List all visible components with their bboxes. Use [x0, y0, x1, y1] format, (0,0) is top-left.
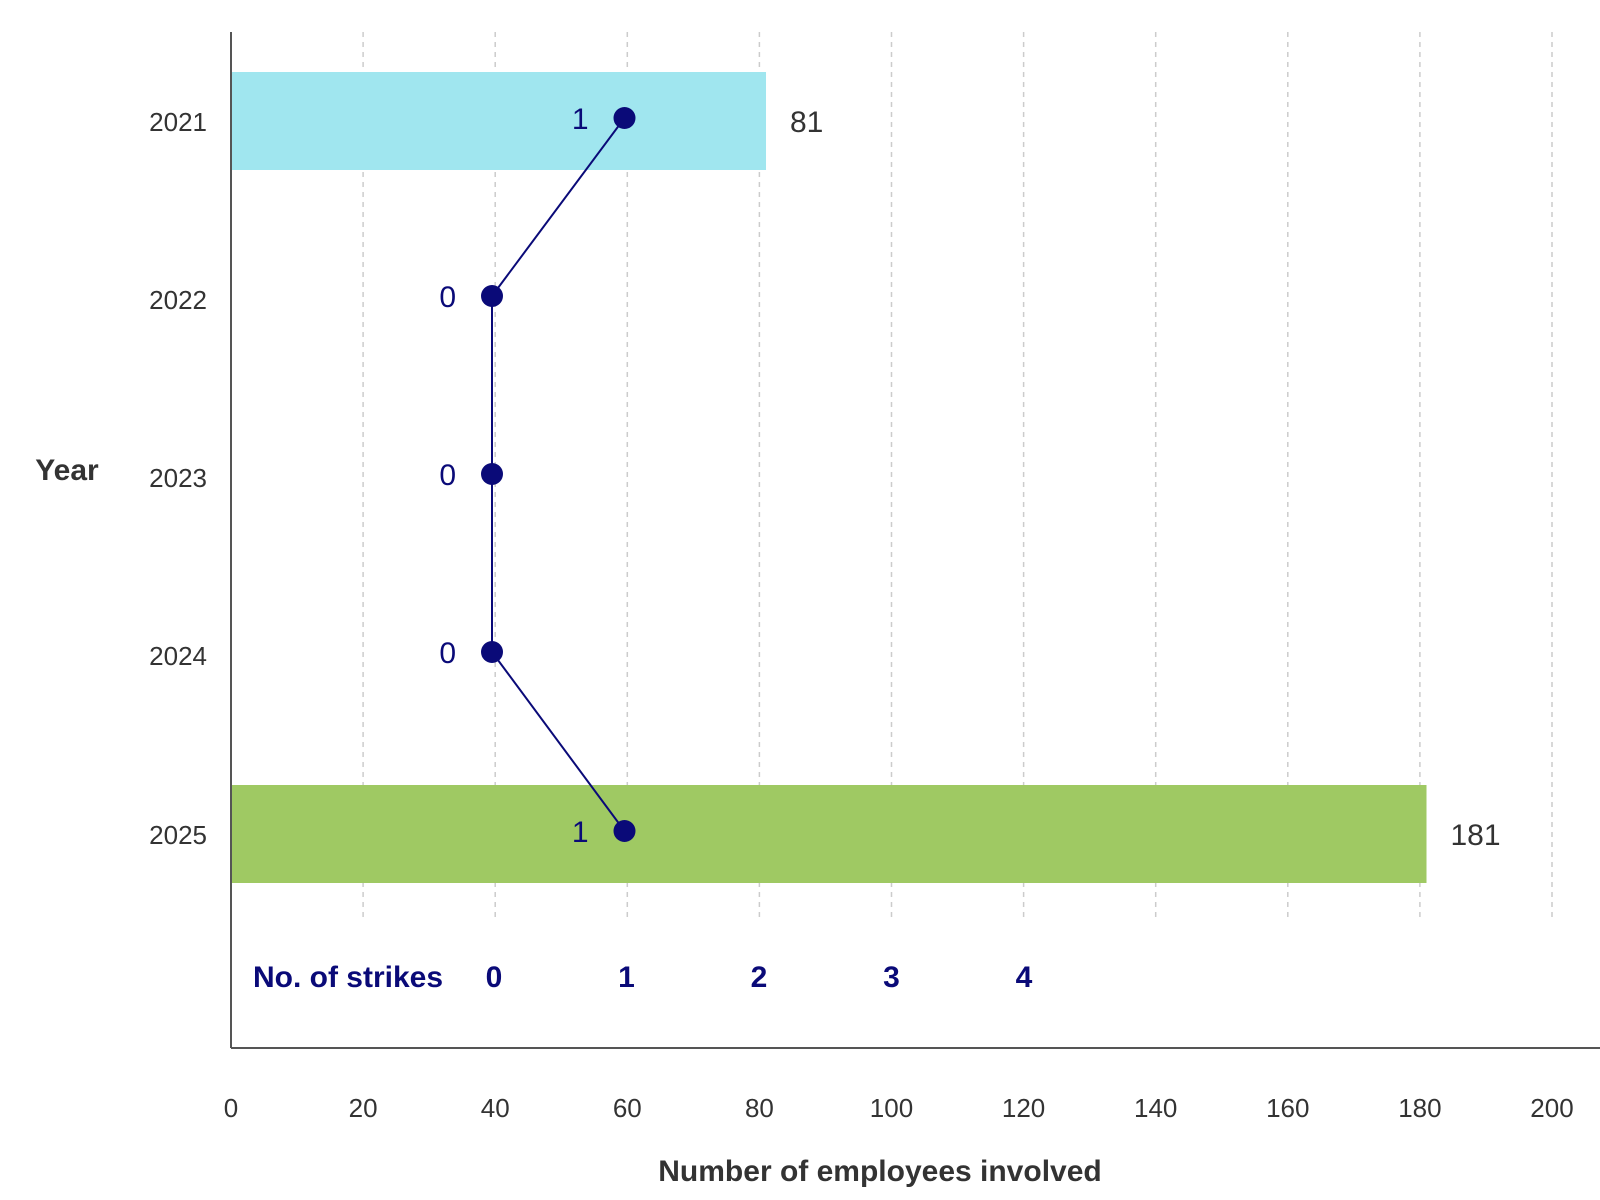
y-tick-label: 2022: [149, 285, 207, 315]
x-tick-label: 180: [1398, 1093, 1441, 1123]
strike-point: [613, 107, 636, 129]
strike-secondary-axis: No. of strikes 0 1 2 3 4: [253, 961, 1033, 994]
strike-value-label: 1: [572, 103, 589, 136]
x-tick-label: 80: [745, 1093, 774, 1123]
y-tick-label: 2025: [149, 820, 207, 850]
y-axis-title: Year: [35, 454, 99, 487]
x-tick-labels: 0 20 40 60 80 100 120 140 160 180 200: [224, 1093, 1574, 1123]
strike-axis-tick: 0: [486, 961, 503, 994]
bar-value-label: 81: [790, 106, 823, 139]
strike-axis-tick: 4: [1016, 961, 1033, 994]
strike-line: [491, 117, 626, 832]
strike-axis-tick: 1: [618, 961, 635, 994]
strike-point: [481, 285, 503, 307]
strike-axis-tick: 3: [883, 961, 900, 994]
employee-bars: [231, 72, 1427, 883]
y-tick-label: 2023: [149, 463, 207, 493]
x-tick-label: 40: [481, 1093, 510, 1123]
y-tick-labels: 2021 2022 2023 2024 2025: [149, 107, 207, 850]
x-tick-label: 20: [349, 1093, 378, 1123]
x-tick-label: 100: [870, 1093, 913, 1123]
x-tick-label: 120: [1002, 1093, 1045, 1123]
bar-value-label: 181: [1451, 819, 1501, 852]
x-tick-label: 140: [1134, 1093, 1177, 1123]
strike-point: [481, 463, 503, 485]
strike-axis-title: No. of strikes: [253, 961, 443, 994]
strike-value-label: 0: [439, 637, 456, 670]
bar-value-labels: 81 181: [790, 106, 1501, 852]
axes: [230, 32, 1600, 1049]
strike-point: [481, 641, 503, 663]
strike-value-label: 0: [439, 281, 456, 314]
vertical-gridlines: [362, 32, 1553, 922]
y-tick-label: 2021: [149, 107, 207, 137]
strike-point: [613, 820, 636, 842]
x-tick-label: 0: [224, 1093, 238, 1123]
x-tick-label: 200: [1530, 1093, 1573, 1123]
bar-2025: [231, 785, 1427, 883]
strike-line-series: 1 0 0 0 1: [439, 103, 636, 849]
strike-value-label: 0: [439, 459, 456, 492]
x-tick-label: 60: [613, 1093, 642, 1123]
y-tick-label: 2024: [149, 641, 207, 671]
x-tick-label: 160: [1266, 1093, 1309, 1123]
x-axis-title: Number of employees involved: [658, 1155, 1101, 1188]
strike-axis-tick: 2: [751, 961, 768, 994]
bar-2021: [231, 72, 767, 170]
strike-value-label: 1: [572, 816, 589, 849]
